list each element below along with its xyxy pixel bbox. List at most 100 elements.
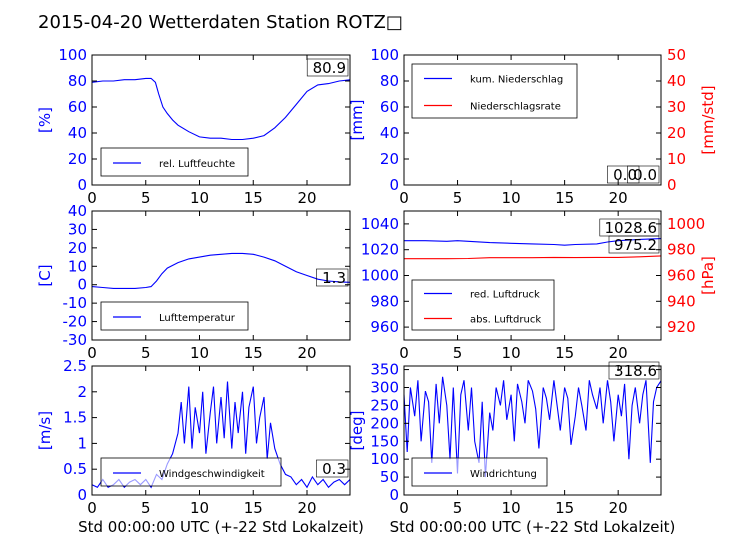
- y2-tick-label-pressure: 920: [667, 318, 696, 336]
- y-tick-label-winddir: 250: [370, 396, 399, 414]
- y-tick-label-windspeed: 2: [77, 383, 87, 401]
- x-tick-label-precip: 15: [555, 189, 574, 207]
- y2-axis-label-precip: [mm/std]: [699, 85, 717, 154]
- x-tick-label-humidity: 20: [297, 189, 316, 207]
- y-axis-label-precip: [mm]: [348, 100, 366, 141]
- y2-axis-label-pressure: [hPa]: [699, 256, 717, 295]
- y-tick-label-temperature: 20: [68, 239, 87, 257]
- plot-frame-windspeed: [91, 365, 351, 496]
- y-tick-label-pressure: 1020: [361, 241, 399, 259]
- x-tick-label-pressure: 5: [453, 344, 463, 362]
- y-tick-label-winddir: 350: [370, 361, 399, 379]
- x-tick-label-precip: 20: [609, 189, 628, 207]
- legend-label-humidity: rel. Luftfeuchte: [159, 159, 235, 170]
- x-tick-label-humidity: 10: [190, 189, 209, 207]
- y2-tick-label-precip: 30: [667, 98, 686, 116]
- x-tick-label-pressure: 20: [609, 344, 628, 362]
- y-tick-label-windspeed: 0: [77, 486, 87, 504]
- value-label-precip: 0.0: [633, 166, 657, 184]
- y-tick-label-winddir: 50: [380, 468, 399, 486]
- y-tick-label-temperature: 40: [68, 202, 87, 220]
- y2-tick-label-pressure: 940: [667, 292, 696, 310]
- x-tick-label-winddir: 20: [609, 499, 628, 517]
- series-line-pressure-0: [404, 238, 662, 246]
- panel-temperature: 0 5 10 15 20-30-20-10010203040[C]Lufttempera…: [36, 202, 351, 362]
- x-tick-label-precip: 5: [453, 189, 463, 207]
- y2-tick-label-precip: 50: [667, 46, 686, 64]
- y-tick-label-pressure: 980: [370, 292, 399, 310]
- legend-label-precip: kum. Niederschlag: [470, 75, 563, 86]
- y-tick-label-temperature: 30: [68, 220, 87, 238]
- x-tick-label-windspeed: 10: [190, 499, 209, 517]
- y-tick-label-windspeed: 1: [77, 434, 87, 452]
- x-tick-label-winddir: 5: [453, 499, 463, 517]
- y-tick-label-pressure: 960: [370, 318, 399, 336]
- legend-box-temperature: [100, 301, 249, 331]
- y-tick-label-winddir: 200: [370, 414, 399, 432]
- x-tick-label-temperature: 10: [190, 344, 209, 362]
- y-tick-label-temperature: 0: [77, 276, 87, 294]
- legend-box-precip: [411, 63, 578, 119]
- legend-box-pressure: [411, 279, 555, 331]
- x-axis-label-winddir: Std 00:00:00 UTC (+-22 Std Lokalzeit): [390, 518, 676, 536]
- y-tick-label-temperature: 10: [68, 257, 87, 275]
- x-tick-label-windspeed: 0: [87, 499, 97, 517]
- y-axis-label-humidity: [%]: [36, 107, 54, 133]
- y-tick-label-precip: 20: [380, 150, 399, 168]
- value-label-secondary-pressure: 975.2: [614, 236, 657, 254]
- y-tick-label-windspeed: 2.5: [63, 357, 87, 375]
- y-tick-label-temperature: -30: [63, 331, 88, 349]
- value-label-pressure-box: [599, 218, 660, 237]
- y2-tick-label-pressure: 960: [667, 267, 696, 285]
- value-label-secondary-precip-box: [607, 165, 640, 184]
- x-tick-label-pressure: 10: [502, 344, 521, 362]
- x-axis-label-windspeed: Std 00:00:00 UTC (+-22 Std Lokalzeit): [78, 518, 364, 536]
- legend-label-precip: Niederschlagsrate: [470, 102, 561, 113]
- y-tick-label-precip: 100: [370, 46, 399, 64]
- x-tick-label-winddir: 15: [555, 499, 574, 517]
- value-label-humidity: 80.9: [313, 59, 346, 77]
- legend-box-windspeed: [100, 457, 282, 487]
- series-line-humidity-0: [91, 77, 351, 141]
- y-tick-label-winddir: 0: [389, 486, 399, 504]
- x-tick-label-windspeed: 5: [141, 499, 151, 517]
- plot-frame-humidity: [91, 54, 351, 186]
- value-label-humidity-box: [306, 58, 349, 77]
- x-tick-label-windspeed: 15: [244, 499, 263, 517]
- panel-precip: 0 5 10 15 20 0 20 40 60 80 100 0 10 20 30 40 50 [mm] [mm/s…: [348, 46, 717, 207]
- y-tick-label-windspeed: 0.5: [63, 460, 87, 478]
- y-tick-label-humidity: 40: [68, 124, 87, 142]
- y-tick-label-humidity: 60: [68, 98, 87, 116]
- y-axis-label-temperature: [C]: [36, 264, 54, 286]
- panel-windspeed: 0 5 10 15 20 0 0.5 1 1.5 2 2.5 [m/s] Std 00:00:00 UT…: [36, 357, 364, 536]
- x-tick-label-windspeed: 20: [297, 499, 316, 517]
- legend-label-pressure: red. Luftdruck: [470, 290, 540, 301]
- y-tick-label-winddir: 150: [370, 432, 399, 450]
- y-tick-label-temperature: -10: [63, 294, 88, 312]
- y-tick-label-pressure: 1000: [361, 267, 399, 285]
- legend-label-winddir: Windrichtung: [470, 469, 537, 480]
- x-tick-label-temperature: 5: [141, 344, 151, 362]
- x-tick-label-humidity: 15: [244, 189, 263, 207]
- legend-box-winddir: [411, 457, 548, 487]
- value-label-windspeed: 0.3: [322, 460, 346, 478]
- legend-label-temperature: Lufttemperatur: [159, 313, 236, 324]
- y2-tick-label-precip: 20: [667, 124, 686, 142]
- x-tick-label-temperature: 20: [297, 344, 316, 362]
- x-tick-label-temperature: 0: [87, 344, 97, 362]
- y-tick-label-pressure: 1040: [361, 215, 399, 233]
- value-label-secondary-precip: 0.0: [613, 166, 637, 184]
- y2-tick-label-precip: 10: [667, 150, 686, 168]
- value-label-pressure: 1028.6: [605, 219, 658, 237]
- y-tick-label-precip: 0: [389, 176, 399, 194]
- value-label-windspeed-box: [316, 459, 349, 478]
- y2-tick-label-pressure: 980: [667, 241, 696, 259]
- legend-label-windspeed: Windgeschwindigkeit: [159, 469, 265, 480]
- value-label-winddir-box: [608, 361, 660, 380]
- y-tick-label-humidity: 0: [77, 176, 87, 194]
- series-line-pressure-1: [404, 255, 662, 260]
- legend-label-pressure: abs. Luftdruck: [470, 315, 541, 326]
- panel-humidity: 0 5 10 15 20 0 20 40 60 80 100 [%] rel. Luftfeuchte 8…: [36, 46, 351, 207]
- legend-box-humidity: [100, 147, 249, 177]
